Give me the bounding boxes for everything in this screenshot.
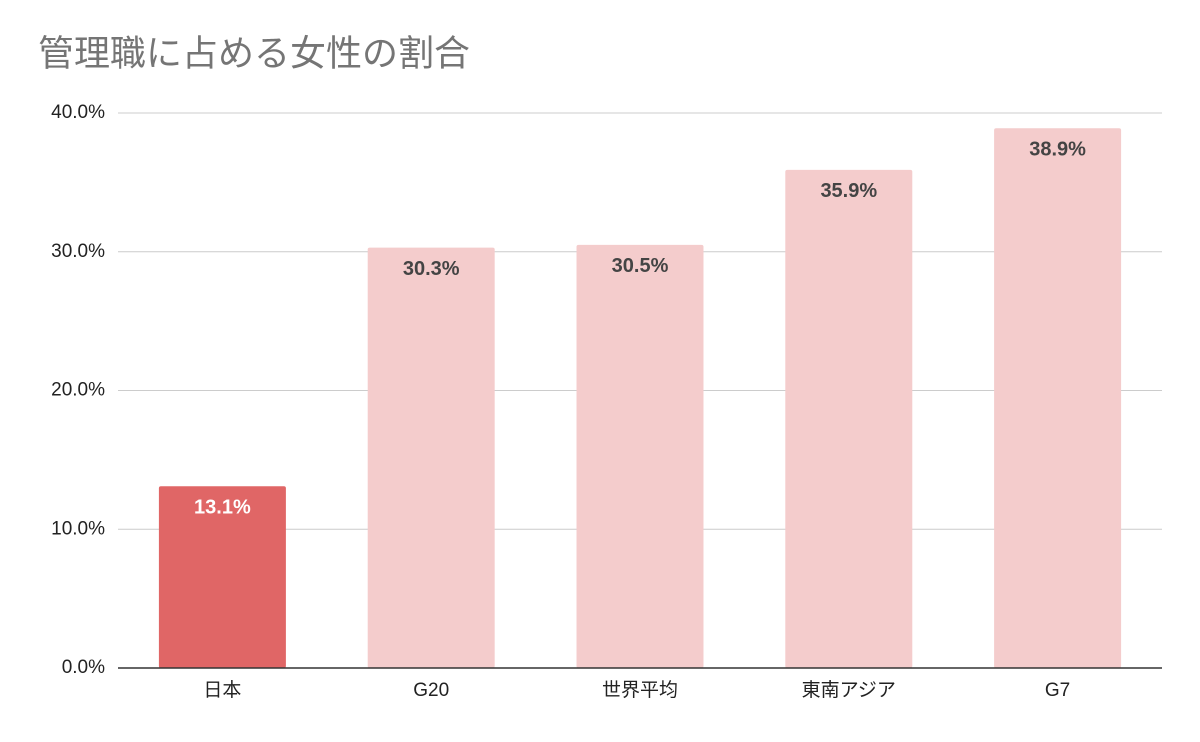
x-tick-label: 世界平均 (602, 679, 678, 701)
value-label: 13.1% (194, 497, 251, 519)
x-tick-label: 東南アジア (802, 679, 896, 701)
bar (158, 486, 286, 668)
x-tick-label: G7 (1045, 680, 1070, 701)
bar (994, 128, 1122, 668)
value-label: 30.5% (612, 255, 669, 277)
y-tick-label: 30.0% (51, 241, 105, 262)
y-tick-label: 0.0% (62, 657, 105, 678)
value-label: 30.3% (403, 258, 460, 280)
y-tick-label: 20.0% (51, 380, 105, 401)
bar (785, 169, 913, 668)
value-label: 35.9% (820, 180, 877, 202)
value-label: 38.9% (1029, 139, 1086, 161)
y-tick-label: 40.0% (51, 102, 105, 123)
x-tick-label: G20 (413, 680, 449, 701)
bar (367, 247, 495, 668)
bar (576, 244, 704, 668)
chart-title: 管理職に占める女性の割合 (38, 33, 470, 74)
y-tick-label: 10.0% (51, 518, 105, 539)
x-tick-label: 日本 (203, 679, 241, 701)
